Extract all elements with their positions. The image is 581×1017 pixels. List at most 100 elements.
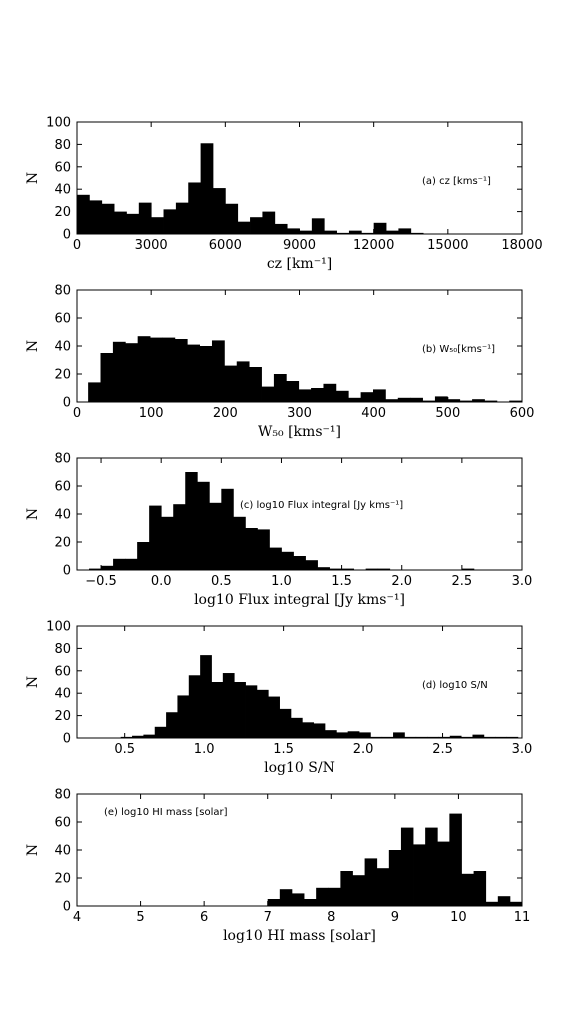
histogram-bar bbox=[361, 232, 375, 234]
histogram-bar bbox=[360, 392, 374, 402]
histogram-bar bbox=[154, 726, 167, 738]
y-axis-label: N bbox=[25, 676, 41, 688]
histogram-bar bbox=[237, 221, 251, 234]
histogram-bar bbox=[373, 222, 387, 234]
histogram-bar bbox=[335, 390, 349, 402]
y-tick-label: 20 bbox=[54, 872, 71, 887]
y-tick-label: 60 bbox=[54, 664, 71, 679]
histogram-bar bbox=[132, 735, 144, 738]
histogram-bar bbox=[461, 736, 473, 738]
histogram-bar bbox=[88, 382, 101, 402]
histogram-bar bbox=[187, 344, 200, 402]
histogram-bar bbox=[324, 730, 337, 738]
histogram-bar bbox=[200, 655, 212, 738]
x-tick-label: 200 bbox=[213, 406, 238, 421]
y-tick-label: 60 bbox=[54, 480, 71, 495]
histogram-bar bbox=[290, 717, 303, 738]
x-tick-label: 6000 bbox=[209, 238, 242, 253]
histogram-bar bbox=[437, 841, 450, 906]
x-tick-label: 2.5 bbox=[452, 574, 473, 589]
histogram-bar bbox=[137, 336, 151, 402]
histogram-bar bbox=[484, 400, 498, 402]
histogram-bar bbox=[305, 560, 318, 570]
histogram-bar bbox=[328, 887, 341, 906]
y-tick-label: 0 bbox=[63, 732, 71, 747]
histogram-bar bbox=[415, 736, 428, 738]
histogram-bar bbox=[472, 734, 485, 738]
histogram-bar bbox=[298, 389, 312, 402]
y-tick-label: 40 bbox=[54, 183, 71, 198]
histogram-bar bbox=[137, 542, 150, 570]
panel-1: 0 3000 6000 9000 12000 15000 18000 0 20 40 60 80 100… bbox=[25, 116, 543, 273]
histogram-bar bbox=[211, 682, 224, 738]
histogram-bar bbox=[473, 871, 487, 906]
histogram-bar bbox=[388, 850, 402, 906]
histogram-bar bbox=[348, 230, 362, 234]
histogram-bar bbox=[381, 736, 394, 738]
histogram-bar bbox=[483, 736, 496, 738]
panel-annotation: (a) cz [kms⁻¹] bbox=[422, 176, 491, 187]
histogram-bar bbox=[89, 200, 103, 234]
x-tick-label: 9 bbox=[391, 910, 399, 925]
histogram-bar bbox=[447, 399, 461, 402]
histogram-bar bbox=[365, 568, 379, 570]
histogram-bar bbox=[397, 397, 411, 402]
x-tick-label: 500 bbox=[435, 406, 460, 421]
y-tick-label: 80 bbox=[54, 138, 71, 153]
y-tick-label: 20 bbox=[54, 205, 71, 220]
x-tick-label: 0.5 bbox=[114, 742, 135, 757]
x-tick-label: 2.5 bbox=[432, 742, 453, 757]
histogram-bar bbox=[234, 682, 246, 738]
histogram-bar bbox=[373, 389, 386, 402]
panel-2: 0 100 200 300 400 500 600 0 20 40 60 80 N W₅₀ [kms⁻¹]… bbox=[25, 284, 534, 441]
x-tick-label: 10 bbox=[450, 910, 467, 925]
y-tick-label: 40 bbox=[54, 340, 71, 355]
x-tick-label: 6 bbox=[200, 910, 208, 925]
histogram-bar bbox=[410, 232, 424, 234]
histogram-bar bbox=[377, 568, 391, 570]
histogram-bar bbox=[425, 827, 438, 906]
x-tick-label: 8 bbox=[327, 910, 335, 925]
histogram-bar bbox=[236, 361, 250, 402]
histogram-bar bbox=[336, 732, 349, 738]
histogram-bar bbox=[304, 899, 317, 906]
x-tick-label: 3000 bbox=[135, 238, 168, 253]
y-axis-label: N bbox=[25, 508, 41, 520]
histogram-bar bbox=[509, 400, 523, 402]
histogram-bar bbox=[509, 901, 523, 906]
y-tick-label: 0 bbox=[63, 900, 71, 915]
histogram-bar bbox=[120, 736, 133, 738]
histogram-bar bbox=[449, 813, 462, 906]
histogram-bar bbox=[126, 213, 140, 234]
histogram-bar bbox=[173, 504, 186, 570]
y-tick-label: 80 bbox=[54, 642, 71, 657]
x-axis-label: log10 HI mass [solar] bbox=[223, 928, 376, 944]
histogram-bar bbox=[261, 386, 275, 402]
x-tick-label: 2.0 bbox=[353, 742, 374, 757]
histogram-bar bbox=[101, 565, 114, 570]
histogram-bar bbox=[245, 528, 258, 570]
histogram-bar bbox=[347, 731, 360, 738]
histogram-bar bbox=[340, 871, 353, 906]
x-tick-label: 100 bbox=[139, 406, 164, 421]
y-tick-label: 40 bbox=[54, 508, 71, 523]
histogram-bar bbox=[313, 723, 326, 738]
histogram-bar bbox=[114, 211, 127, 234]
x-tick-label: 18000 bbox=[501, 238, 542, 253]
histogram-bar bbox=[386, 230, 399, 234]
histogram-bar bbox=[245, 685, 258, 738]
histogram-bar bbox=[197, 481, 210, 570]
histogram-bar bbox=[279, 889, 293, 906]
x-axis-label: cz [km⁻¹] bbox=[267, 256, 332, 272]
axes-frame bbox=[76, 625, 523, 739]
x-tick-label: 400 bbox=[361, 406, 386, 421]
histogram-bar bbox=[434, 396, 448, 402]
histogram-bar bbox=[269, 547, 282, 570]
histogram-bar bbox=[175, 202, 189, 234]
histogram-bar bbox=[497, 896, 511, 906]
panel-annotation: (b) W₅₀[kms⁻¹] bbox=[422, 344, 495, 355]
histogram-bar bbox=[113, 558, 126, 570]
panel-annotation: (e) log10 HI mass [solar] bbox=[104, 807, 228, 818]
